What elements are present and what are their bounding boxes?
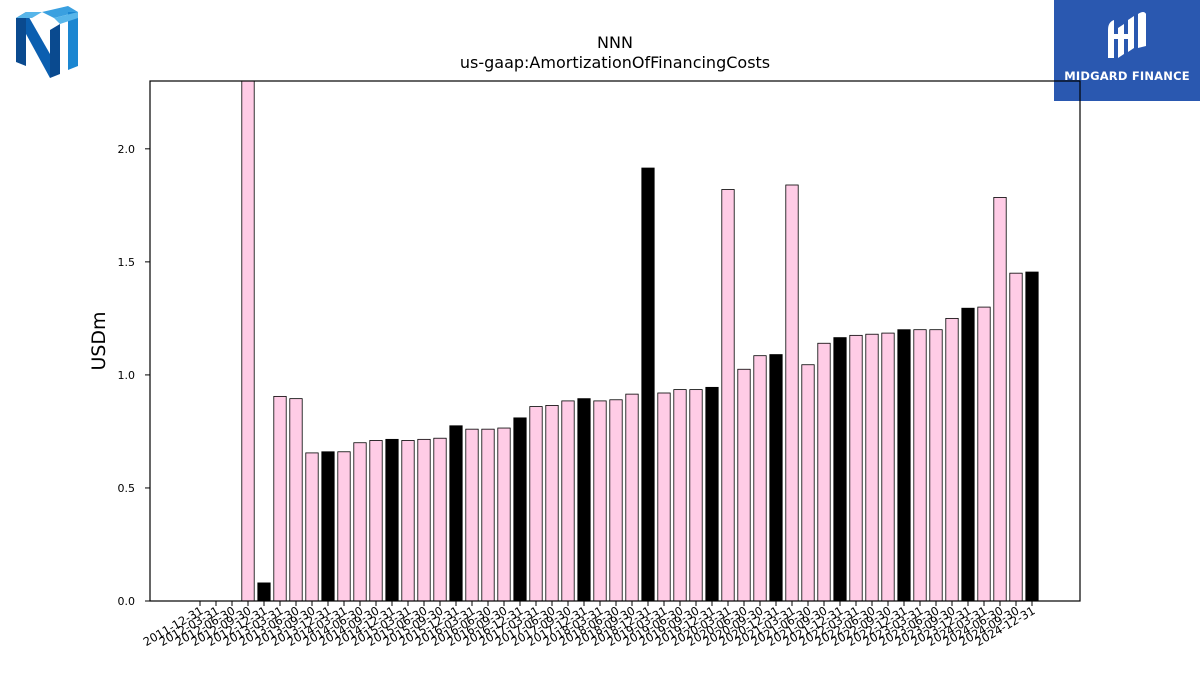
bar-2014-03-31 [337, 451, 351, 602]
bar-2020-03-31 [721, 189, 735, 602]
bar-2017-12-31 [577, 398, 591, 602]
plot-frame [149, 80, 1081, 602]
bar-2016-12-31 [513, 417, 527, 602]
bar-2024-06-30 [993, 197, 1007, 602]
bar-2024-09-30 [1009, 272, 1023, 602]
bar-2012-12-31 [257, 582, 271, 602]
bar-2021-06-30 [801, 364, 815, 602]
bar-2023-06-30 [929, 329, 943, 602]
y-tick-label: 0.5 [118, 482, 136, 495]
bar-2020-06-30 [737, 368, 751, 602]
bar-2012-09-30 [241, 80, 255, 602]
bar-2017-09-30 [561, 400, 575, 602]
midgard-logo-icon [1108, 12, 1146, 58]
bar-2019-03-31 [657, 392, 671, 602]
bar-2015-03-31 [401, 440, 415, 602]
y-axis-label: USDm [88, 311, 110, 370]
bar-2020-09-30 [753, 355, 767, 602]
bar-2020-12-31 [769, 354, 783, 602]
bar-2021-03-31 [785, 184, 799, 602]
y-tick-label: 1.5 [118, 256, 136, 269]
bar-2022-12-31 [897, 329, 911, 602]
bar-2017-03-31 [529, 406, 543, 602]
bar-2016-09-30 [497, 427, 511, 602]
bar-2013-12-31 [321, 451, 335, 602]
bars-group [241, 80, 1039, 602]
y-tick-label: 2.0 [118, 143, 136, 156]
bar-2015-12-31 [449, 425, 463, 602]
bar-2018-06-30 [609, 399, 623, 602]
y-tick-label: 0.0 [118, 595, 136, 608]
bar-2021-09-30 [817, 342, 831, 602]
bar-2015-09-30 [433, 437, 447, 602]
bar-2022-03-31 [849, 334, 863, 602]
chart-subtitle: us-gaap:AmortizationOfFinancingCosts [460, 53, 770, 72]
midgard-finance-logo: MIDGARD FINANCE [1054, 0, 1200, 101]
bar-2018-12-31 [641, 167, 655, 602]
bar-2014-09-30 [369, 440, 383, 602]
bar-2024-12-31 [1025, 271, 1039, 602]
bar-2023-12-31 [961, 307, 975, 602]
bar-2022-09-30 [881, 332, 895, 602]
bar-2021-12-31 [833, 337, 847, 602]
bar-2013-09-30 [305, 452, 319, 602]
bar-2019-12-31 [705, 386, 719, 602]
bar-2013-06-30 [289, 398, 303, 602]
bar-2019-09-30 [689, 389, 703, 602]
bar-2023-03-31 [913, 329, 927, 602]
bar-2019-06-30 [673, 389, 687, 602]
bar-2014-06-30 [353, 442, 367, 602]
chart-title: NNN [597, 33, 633, 52]
y-axis: 0.0 0.5 1.0 1.5 2.0 [118, 143, 150, 608]
bar-2017-06-30 [545, 405, 559, 602]
bar-2013-03-31 [273, 395, 287, 602]
bar-2018-03-31 [593, 400, 607, 602]
y-tick-label: 1.0 [118, 369, 136, 382]
bar-2016-03-31 [465, 428, 479, 602]
midgard-logo-text: MIDGARD FINANCE [1064, 69, 1190, 83]
bar-2016-06-30 [481, 428, 495, 602]
bar-2022-06-30 [865, 333, 879, 602]
bar-2014-12-31 [385, 438, 399, 602]
nnn-logo [12, 4, 84, 82]
x-axis: 2011-12-312012-03-312012-06-302012-09-30… [141, 601, 1038, 649]
bar-2023-09-30 [945, 317, 959, 602]
bar-2018-09-30 [625, 393, 639, 602]
nnn-logo-icon [16, 6, 78, 78]
bar-2015-06-30 [417, 438, 431, 602]
bar-2024-03-31 [977, 306, 991, 602]
